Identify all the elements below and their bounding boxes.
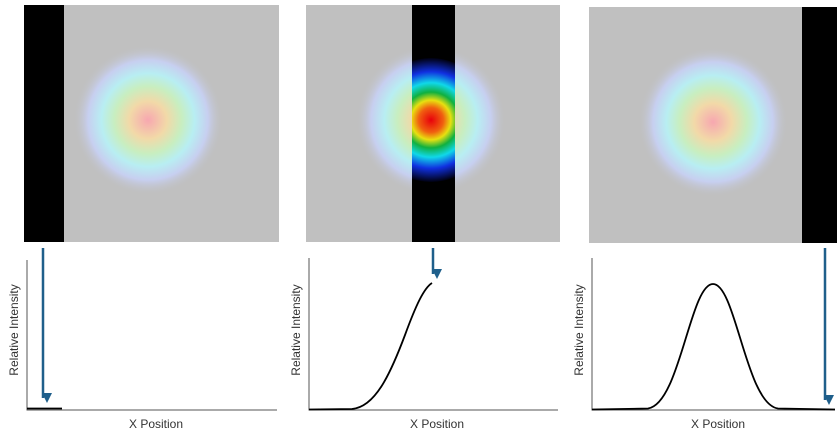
plot (26, 260, 277, 411)
beam-image (306, 5, 560, 242)
y-axis-label: Relative Intensity (572, 284, 586, 375)
y-axis-label: Relative Intensity (289, 284, 303, 375)
plot (591, 258, 835, 411)
beam-image (589, 7, 837, 243)
plot (308, 258, 558, 411)
signal-curve (308, 282, 433, 411)
x-axis-label: X Position (691, 417, 745, 431)
y-axis-label: Relative Intensity (7, 284, 21, 375)
x-axis-label: X Position (129, 417, 183, 431)
beam-image (24, 5, 279, 242)
x-axis-label: X Position (410, 417, 464, 431)
signal-curve (591, 283, 836, 411)
